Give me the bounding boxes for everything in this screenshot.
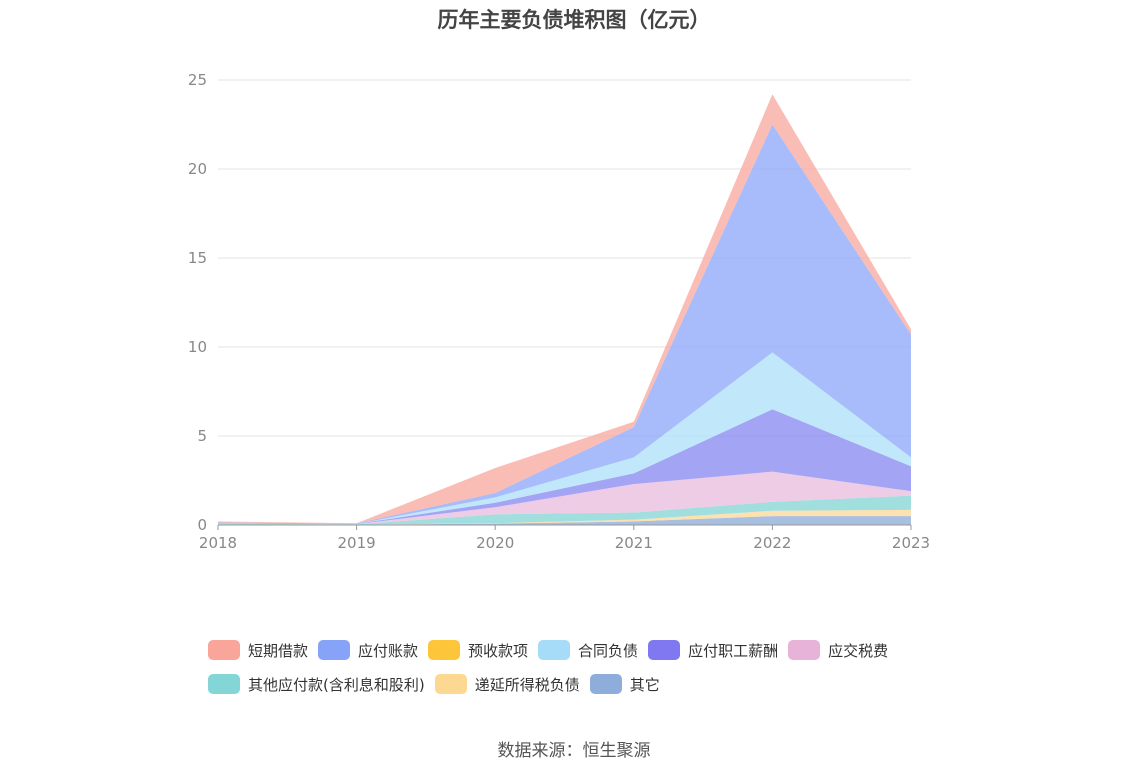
legend-label: 合同负债: [578, 641, 639, 660]
legend-item[interactable]: 应付账款: [318, 639, 418, 661]
area-series-1: [218, 509, 911, 525]
legend-label: 应付账款: [358, 641, 419, 660]
x-tick-label: 2022: [753, 534, 791, 552]
x-tick-label: 2023: [892, 534, 930, 552]
legend-item[interactable]: 其他应付款(含利息和股利): [208, 673, 425, 695]
x-tick-label: 2018: [199, 534, 237, 552]
legend-swatch: [318, 640, 351, 660]
y-tick-label: 5: [197, 427, 207, 445]
area-series-0: [218, 516, 911, 525]
area-series-3: [218, 471, 911, 525]
legend-label: 应交税费: [828, 641, 889, 660]
chart-title: 历年主要负债堆积图（亿元）: [437, 8, 711, 32]
legend-label: 递延所得税负债: [474, 675, 580, 694]
y-tick-label: 20: [188, 160, 207, 178]
legend-swatch: [589, 674, 622, 694]
legend-swatch: [208, 674, 240, 694]
legend-swatch: [434, 674, 467, 694]
area-series-4: [218, 409, 911, 525]
legend-swatch: [648, 640, 681, 660]
legend-label: 应付职工薪酬: [688, 641, 779, 660]
legend-swatch: [208, 640, 240, 660]
area-series-6: [218, 124, 911, 524]
x-tick-label: 2021: [615, 534, 653, 552]
legend-label: 其它: [629, 675, 660, 694]
legend-item[interactable]: 合同负债: [538, 639, 638, 661]
y-tick-label: 0: [197, 516, 207, 534]
legend-item[interactable]: 递延所得税负债: [434, 673, 580, 695]
legend-swatch: [428, 640, 461, 660]
legend-item[interactable]: 应付职工薪酬: [648, 639, 778, 661]
legend-label: 预收款项: [468, 641, 529, 660]
y-tick-label: 25: [188, 71, 207, 89]
legend-swatch: [538, 640, 571, 660]
y-tick-label: 10: [188, 338, 207, 356]
legend-item[interactable]: 短期借款: [208, 639, 308, 661]
legend-label: 短期借款: [248, 641, 309, 660]
legend-item[interactable]: 预收款项: [428, 639, 528, 661]
chart-legend: 短期借款 应付账款 预收款项 合同负债 应付职工薪酬 应交税费其他应付款(含利息和股利) 递…: [208, 639, 968, 707]
legend-item[interactable]: 其它: [589, 673, 660, 695]
data-source-note: 数据来源：恒生聚源: [497, 741, 651, 761]
legend-item[interactable]: 应交税费: [788, 639, 888, 661]
x-tick-label: 2020: [476, 534, 514, 552]
legend-label: 其他应付款(含利息和股利): [248, 675, 425, 694]
area-series-2: [218, 495, 911, 525]
area-series-5: [218, 352, 911, 524]
y-tick-label: 15: [188, 249, 207, 267]
legend-swatch: [788, 640, 821, 660]
x-tick-label: 2019: [338, 534, 376, 552]
